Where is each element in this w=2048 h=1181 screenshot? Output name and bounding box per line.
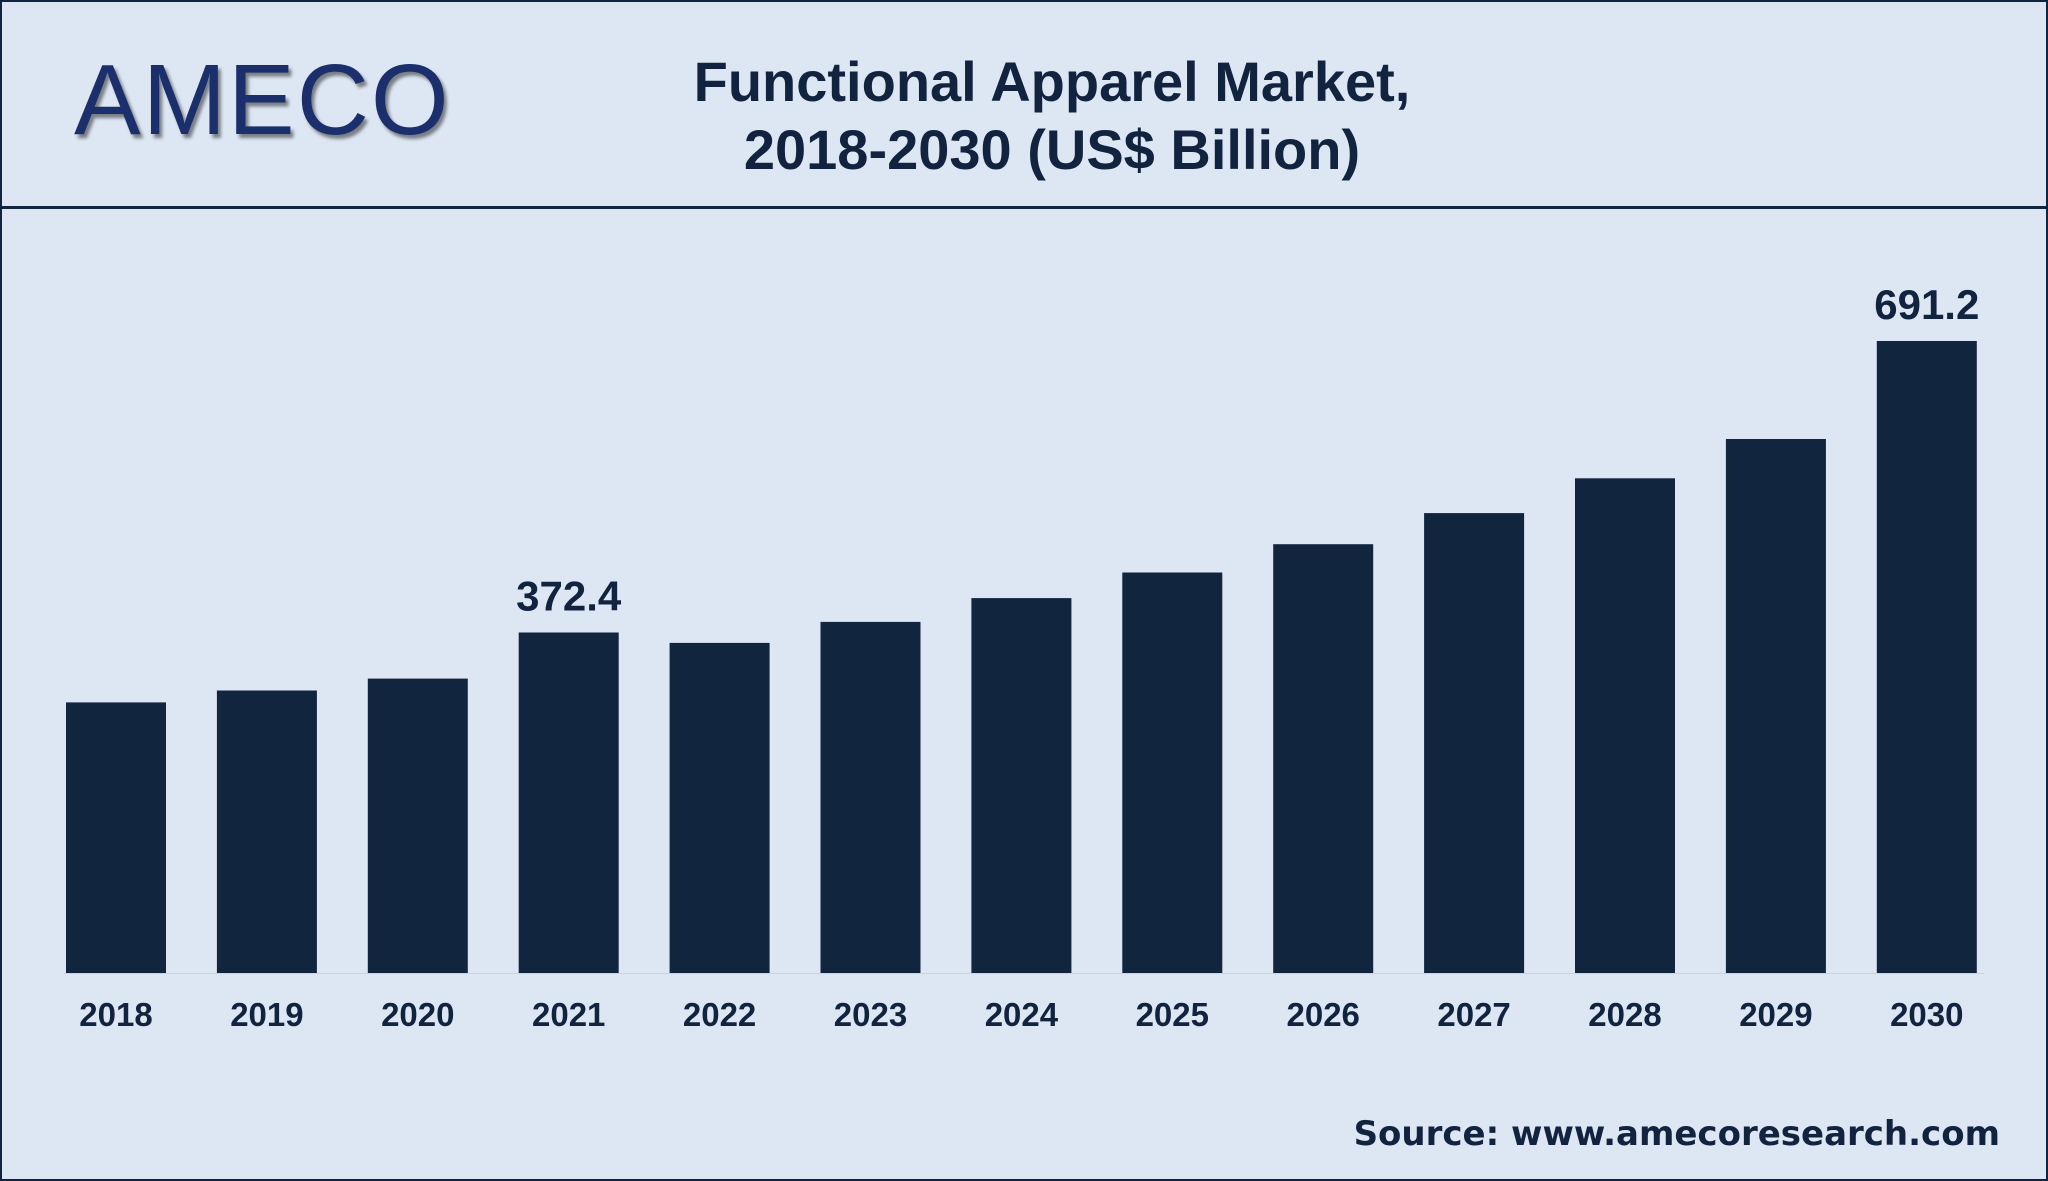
x-tick-label: 2020 [381, 996, 454, 1033]
x-tick-label: 2028 [1588, 996, 1661, 1033]
x-tick-label: 2018 [79, 996, 152, 1033]
x-tick-label: 2024 [985, 996, 1059, 1033]
x-tick-label: 2030 [1890, 996, 1963, 1033]
chart-title-line-2: 2018-2030 (US$ Billion) [743, 118, 1361, 181]
bar-2029 [1725, 439, 1826, 973]
data-label-2030: 691.2 [1874, 281, 1979, 328]
x-tick-label: 2023 [834, 996, 907, 1033]
chart-title-line-1: Functional Apparel Market, [693, 50, 1411, 113]
bar-2022 [669, 642, 770, 973]
bar-2024 [971, 598, 1072, 973]
bar-2027 [1424, 513, 1525, 973]
x-tick-label: 2029 [1739, 996, 1812, 1033]
bar-2020 [367, 678, 468, 973]
x-tick-label: 2022 [683, 996, 756, 1033]
bar-2023 [820, 621, 921, 973]
source-note: Source: www.amecoresearch.com [1353, 1114, 2000, 1154]
ameco-logo: AMECO [74, 44, 451, 156]
bar-2021 [518, 632, 619, 973]
data-label-2021: 372.4 [516, 573, 622, 620]
x-tick-label: 2021 [532, 996, 605, 1033]
bar-2018 [66, 702, 166, 973]
x-tick-label: 2027 [1437, 996, 1510, 1033]
header: AMECO Functional Apparel Market, 2018-20… [2, 2, 2046, 209]
bar-2025 [1122, 572, 1223, 973]
bar-2030 [1876, 341, 1977, 973]
bar-2019 [216, 690, 317, 973]
x-tick-label: 2025 [1136, 996, 1209, 1033]
x-tick-label: 2026 [1286, 996, 1359, 1033]
chart-title: Functional Apparel Market, 2018-2030 (US… [522, 48, 1582, 184]
x-tick-label: 2019 [230, 996, 303, 1033]
bar-2028 [1575, 478, 1675, 973]
bar-2026 [1273, 544, 1374, 973]
